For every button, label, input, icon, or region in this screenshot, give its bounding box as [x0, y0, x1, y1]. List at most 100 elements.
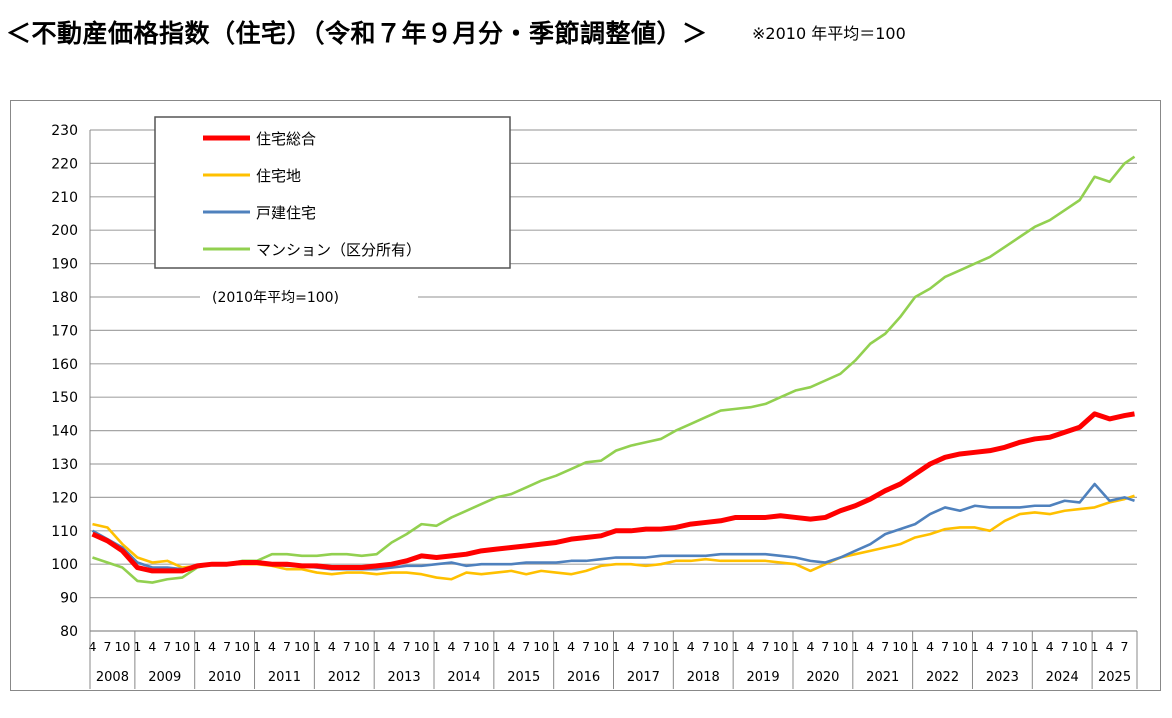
y-tick-label: 80	[60, 624, 78, 640]
y-tick-label: 110	[51, 524, 78, 540]
y-tick-label: 120	[51, 490, 78, 506]
x-month-tick-label: 1	[732, 639, 740, 654]
x-year-label: 2024	[1046, 670, 1079, 685]
x-month-tick-label: 7	[941, 639, 949, 654]
x-month-tick-label: 10	[773, 639, 789, 654]
x-year-label: 2010	[208, 670, 241, 685]
x-year-label: 2022	[926, 670, 959, 685]
x-month-tick-label: 4	[328, 639, 336, 654]
x-month-tick-label: 1	[433, 639, 441, 654]
x-month-tick-label: 7	[343, 639, 351, 654]
x-year-label: 2013	[388, 670, 421, 685]
x-month-tick-label: 10	[294, 639, 310, 654]
x-month-tick-label: 1	[612, 639, 620, 654]
y-tick-label: 100	[51, 557, 78, 573]
x-year-label: 2021	[866, 670, 899, 685]
x-year-label: 2014	[447, 670, 480, 685]
x-month-tick-label: 4	[148, 639, 156, 654]
x-year-label: 2025	[1098, 670, 1131, 685]
y-tick-label: 170	[51, 323, 78, 339]
legend-box	[154, 116, 511, 269]
x-month-tick-label: 1	[1091, 639, 1099, 654]
x-month-tick-label: 4	[388, 639, 396, 654]
x-month-tick-label: 7	[582, 639, 590, 654]
x-month-tick-label: 4	[1046, 639, 1054, 654]
x-month-tick-label: 10	[653, 639, 669, 654]
y-tick-label: 160	[51, 357, 78, 373]
x-month-tick-label: 7	[762, 639, 770, 654]
y-tick-label: 130	[51, 457, 78, 473]
x-month-tick-label: 1	[253, 639, 261, 654]
x-month-tick-label: 1	[1031, 639, 1039, 654]
x-year-label: 2020	[806, 670, 839, 685]
x-year-label: 2012	[328, 670, 361, 685]
x-month-tick-label: 7	[881, 639, 889, 654]
x-year-label: 2011	[268, 670, 301, 685]
x-month-tick-label: 7	[283, 639, 291, 654]
x-month-tick-label: 4	[507, 639, 515, 654]
x-month-tick-label: 7	[403, 639, 411, 654]
x-month-tick-label: 4	[687, 639, 695, 654]
y-tick-label: 210	[51, 190, 78, 206]
legend-label: 住宅総合	[256, 130, 316, 148]
y-tick-label: 190	[51, 257, 78, 273]
x-month-tick-label: 1	[313, 639, 321, 654]
x-month-tick-label: 1	[492, 639, 500, 654]
x-month-tick-label: 1	[133, 639, 141, 654]
x-month-tick-label: 4	[986, 639, 994, 654]
y-tick-label: 90	[60, 591, 78, 607]
x-month-tick-label: 10	[1012, 639, 1028, 654]
x-month-tick-label: 4	[747, 639, 755, 654]
x-month-tick-label: 4	[926, 639, 934, 654]
x-month-tick-label: 10	[114, 639, 130, 654]
x-month-tick-label: 4	[447, 639, 455, 654]
x-year-label: 2018	[687, 670, 720, 685]
x-month-tick-label: 1	[193, 639, 201, 654]
x-month-tick-label: 1	[851, 639, 859, 654]
x-month-tick-label: 10	[174, 639, 190, 654]
x-month-tick-label: 10	[892, 639, 908, 654]
x-month-tick-label: 1	[552, 639, 560, 654]
x-month-tick-label: 10	[533, 639, 549, 654]
x-month-tick-label: 7	[462, 639, 470, 654]
x-month-tick-label: 4	[567, 639, 575, 654]
legend-label: 住宅地	[256, 167, 301, 185]
x-month-tick-label: 10	[713, 639, 729, 654]
x-month-tick-label: 4	[1106, 639, 1114, 654]
x-month-tick-label: 10	[234, 639, 250, 654]
y-tick-label: 180	[51, 290, 78, 306]
x-month-tick-label: 7	[702, 639, 710, 654]
x-month-tick-label: 1	[792, 639, 800, 654]
series-0	[91, 411, 1135, 574]
x-month-tick-label: 10	[952, 639, 968, 654]
y-tick-label: 150	[51, 390, 78, 406]
x-month-tick-label: 10	[414, 639, 430, 654]
x-month-tick-label: 10	[354, 639, 370, 654]
x-month-tick-label: 7	[1001, 639, 1009, 654]
x-year-label: 2019	[747, 670, 780, 685]
base-year-note: ※2010 年平均＝100	[752, 24, 906, 43]
y-tick-label: 220	[51, 156, 78, 172]
x-month-tick-label: 4	[806, 639, 814, 654]
page-title: ＜不動産価格指数（住宅）（令和７年９月分・季節調整値）＞	[6, 19, 708, 48]
x-year-label: 2015	[507, 670, 540, 685]
x-month-tick-label: 7	[821, 639, 829, 654]
x-month-tick-label: 7	[642, 639, 650, 654]
legend-label: マンション（区分所有）	[256, 241, 421, 259]
x-year-label: 2009	[148, 670, 181, 685]
y-tick-label: 200	[51, 223, 78, 239]
y-tick-label: 140	[51, 424, 78, 440]
x-month-tick-label: 4	[627, 639, 635, 654]
legend-label: 戸建住宅	[256, 204, 316, 222]
chart-annotation: (2010年平均=100)	[212, 290, 339, 306]
x-month-tick-label: 7	[163, 639, 171, 654]
x-month-tick-label: 1	[971, 639, 979, 654]
x-month-tick-label: 7	[103, 639, 111, 654]
x-month-tick-label: 10	[593, 639, 609, 654]
x-month-tick-label: 1	[672, 639, 680, 654]
x-month-tick-label: 10	[832, 639, 848, 654]
x-month-tick-label: 1	[911, 639, 919, 654]
x-month-tick-label: 7	[1121, 639, 1129, 654]
